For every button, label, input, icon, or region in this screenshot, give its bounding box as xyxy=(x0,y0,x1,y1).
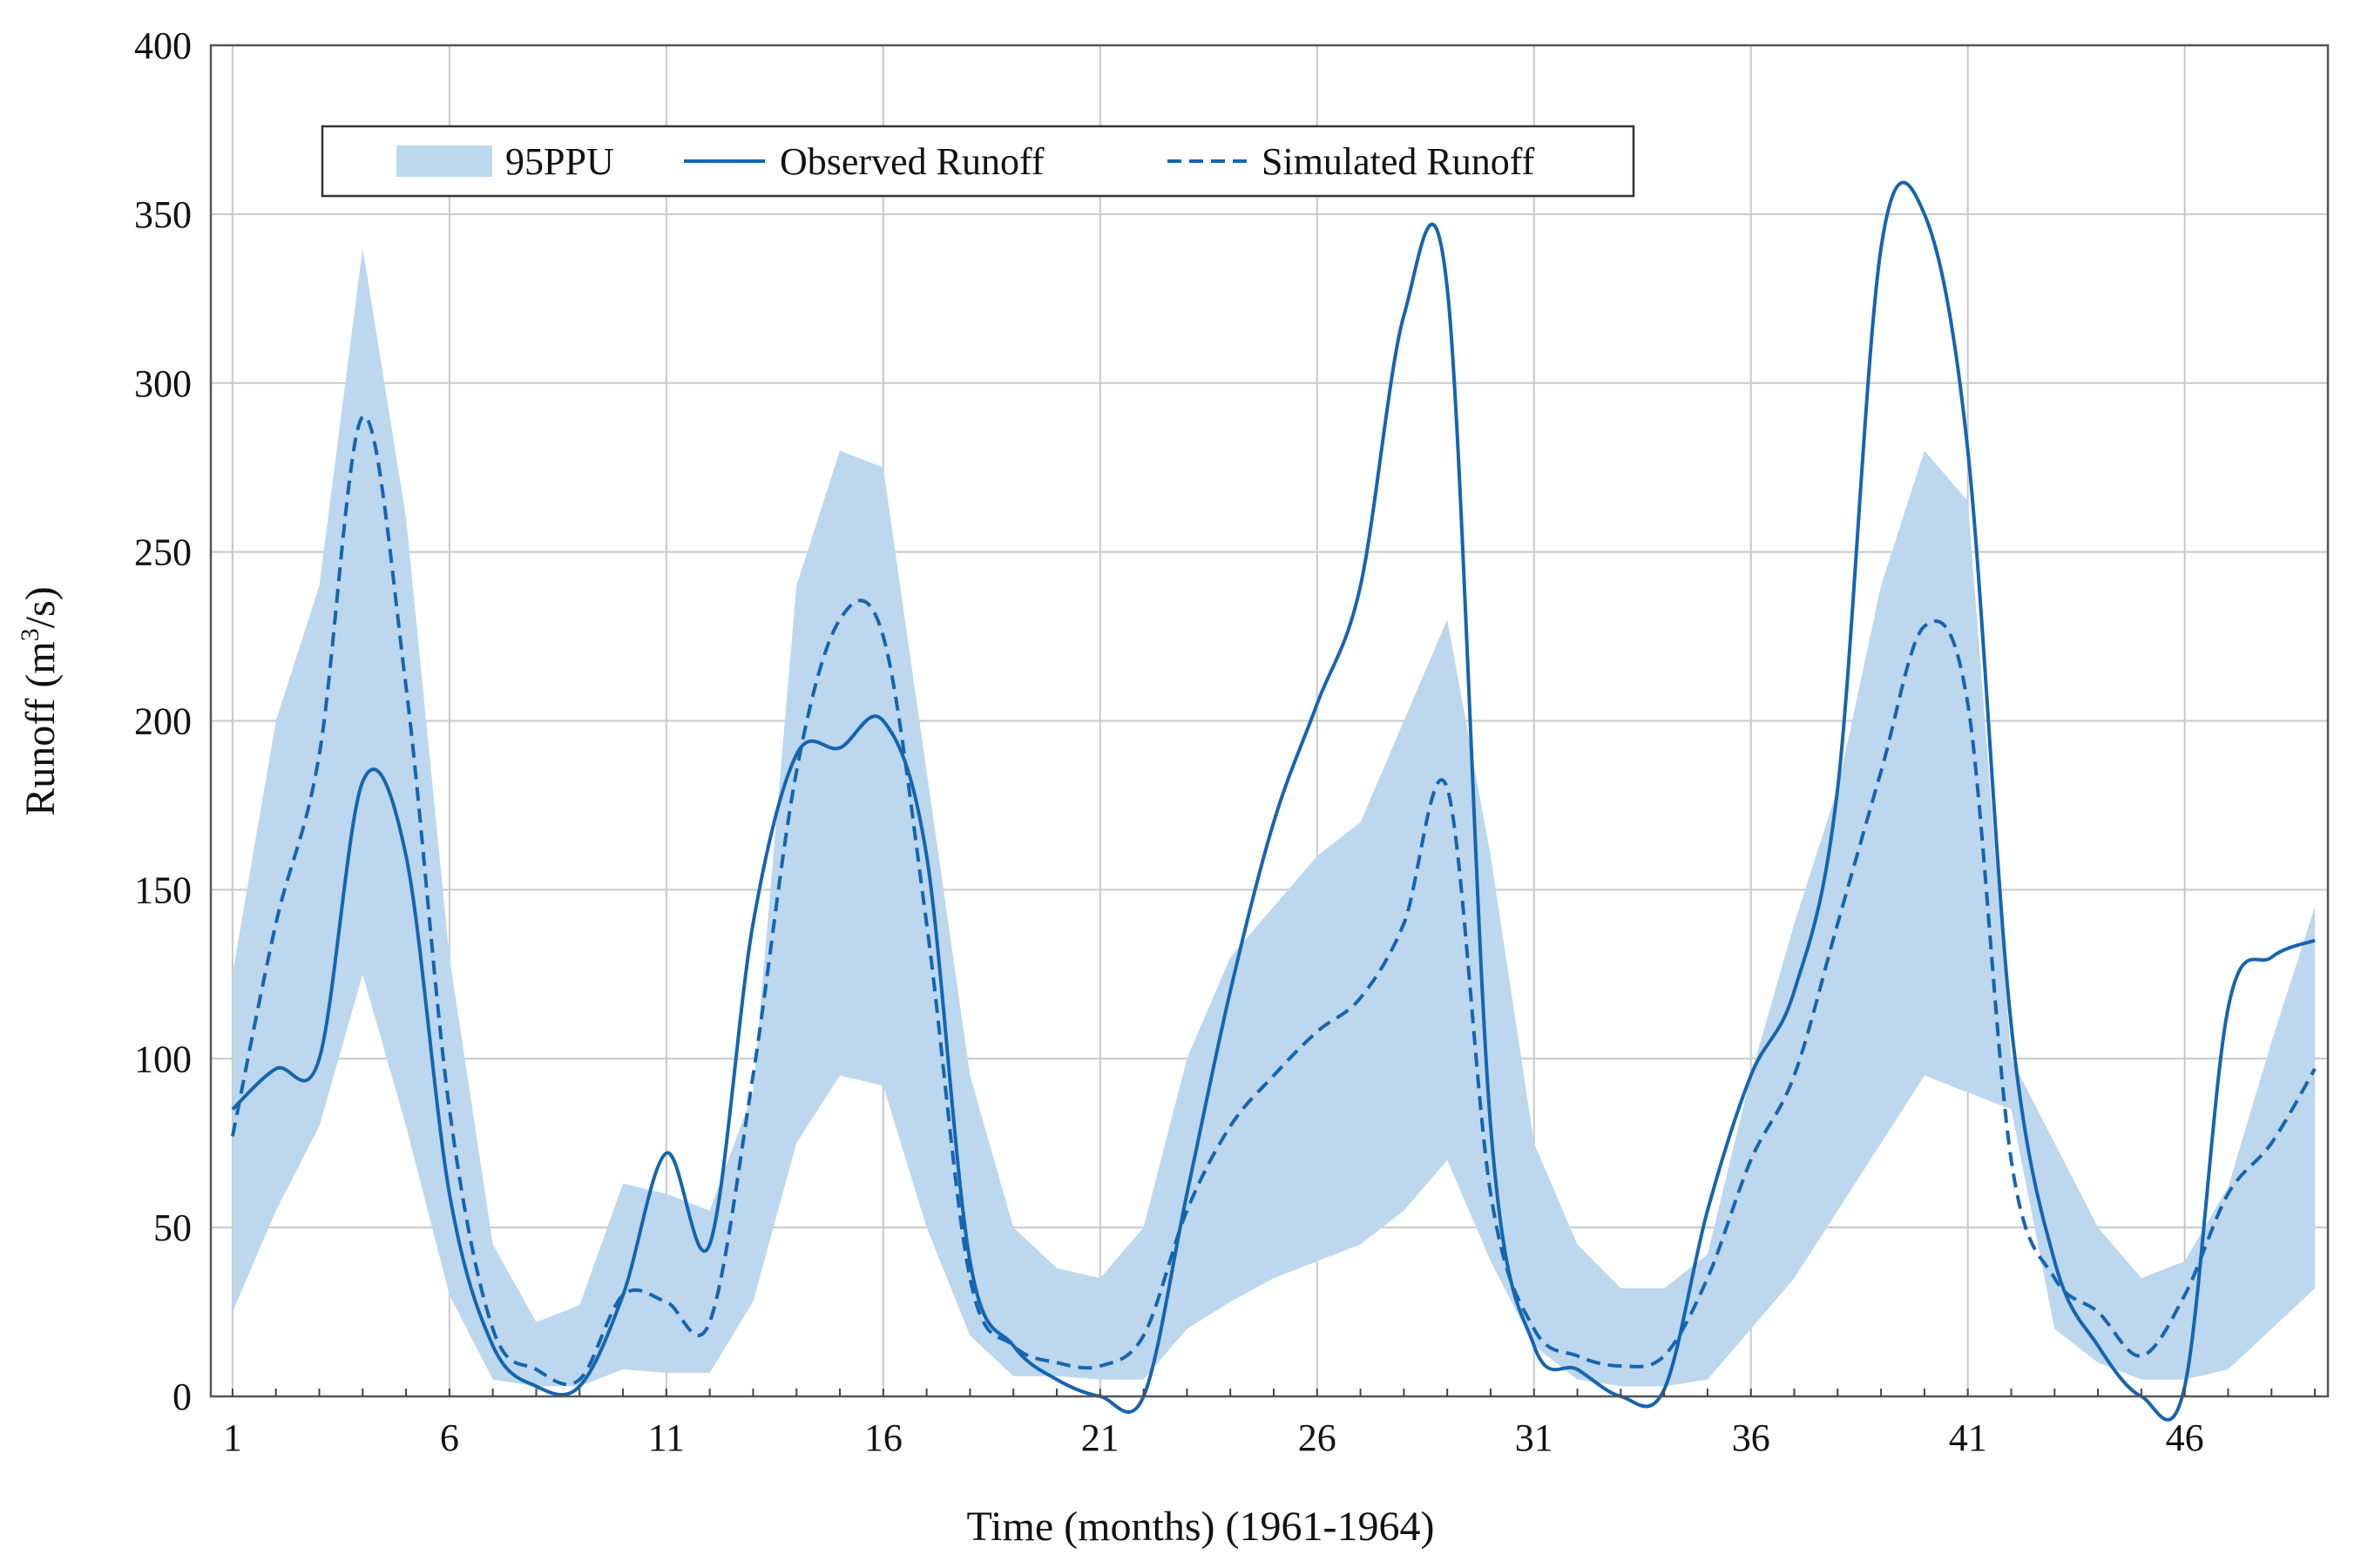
series-lines-layer xyxy=(230,180,2317,1422)
simulated-runoff-line xyxy=(230,415,2317,1387)
x-tick-label: 6 xyxy=(440,1416,459,1459)
uncertainty-band-layer xyxy=(232,247,2316,1387)
y-tick-label: 150 xyxy=(134,868,192,911)
x-tick-labels: 1 6 11 16 21 26 31 36 41 46 xyxy=(223,1416,2204,1459)
y-tick-label: 100 xyxy=(134,1037,192,1080)
plot-frame xyxy=(209,44,2330,1398)
x-tick-label: 16 xyxy=(864,1416,903,1459)
legend: 95PPU Observed Runoff Simulated Runoff xyxy=(321,125,1635,198)
legend-label-simulated-runoff: Simulated Runoff xyxy=(1262,140,1535,183)
legend-swatch-95ppu xyxy=(396,145,492,177)
legend-label-95ppu: 95PPU xyxy=(505,140,614,183)
y-tick-label: 300 xyxy=(134,362,192,405)
y-tick-label: 400 xyxy=(134,24,192,67)
x-tick-label: 41 xyxy=(1949,1416,1987,1459)
legend-box xyxy=(321,125,1635,198)
x-tick-label: 1 xyxy=(223,1416,242,1459)
legend-label-observed-runoff: Observed Runoff xyxy=(780,140,1045,183)
y-tick-label: 50 xyxy=(153,1206,192,1249)
tick-marks-layer xyxy=(231,1389,2317,1396)
y-axis-title-tail: /s) xyxy=(17,586,64,628)
x-tick-label: 26 xyxy=(1298,1416,1336,1459)
x-tick-label: 46 xyxy=(2166,1416,2204,1459)
x-tick-label: 21 xyxy=(1081,1416,1120,1459)
y-axis-title: Runoff (m3/s) xyxy=(16,586,64,815)
y-tick-label: 350 xyxy=(134,193,192,236)
x-tick-label: 31 xyxy=(1515,1416,1553,1459)
y-tick-labels: 0 50 100 150 200 250 300 350 400 xyxy=(134,24,192,1418)
y-tick-label: 200 xyxy=(134,700,192,743)
y-tick-label: 250 xyxy=(134,531,192,574)
y-axis-title-main: Runoff (m xyxy=(17,641,64,815)
y-tick-label: 0 xyxy=(173,1375,192,1418)
x-tick-label: 36 xyxy=(1732,1416,1770,1459)
observed-runoff-line xyxy=(231,180,2316,1422)
95ppu-band xyxy=(232,247,2316,1387)
y-axis-title-superscript: 3 xyxy=(16,628,44,641)
x-tick-label: 11 xyxy=(648,1416,685,1459)
x-axis-title: Time (months) (1961-1964) xyxy=(967,1504,1435,1550)
